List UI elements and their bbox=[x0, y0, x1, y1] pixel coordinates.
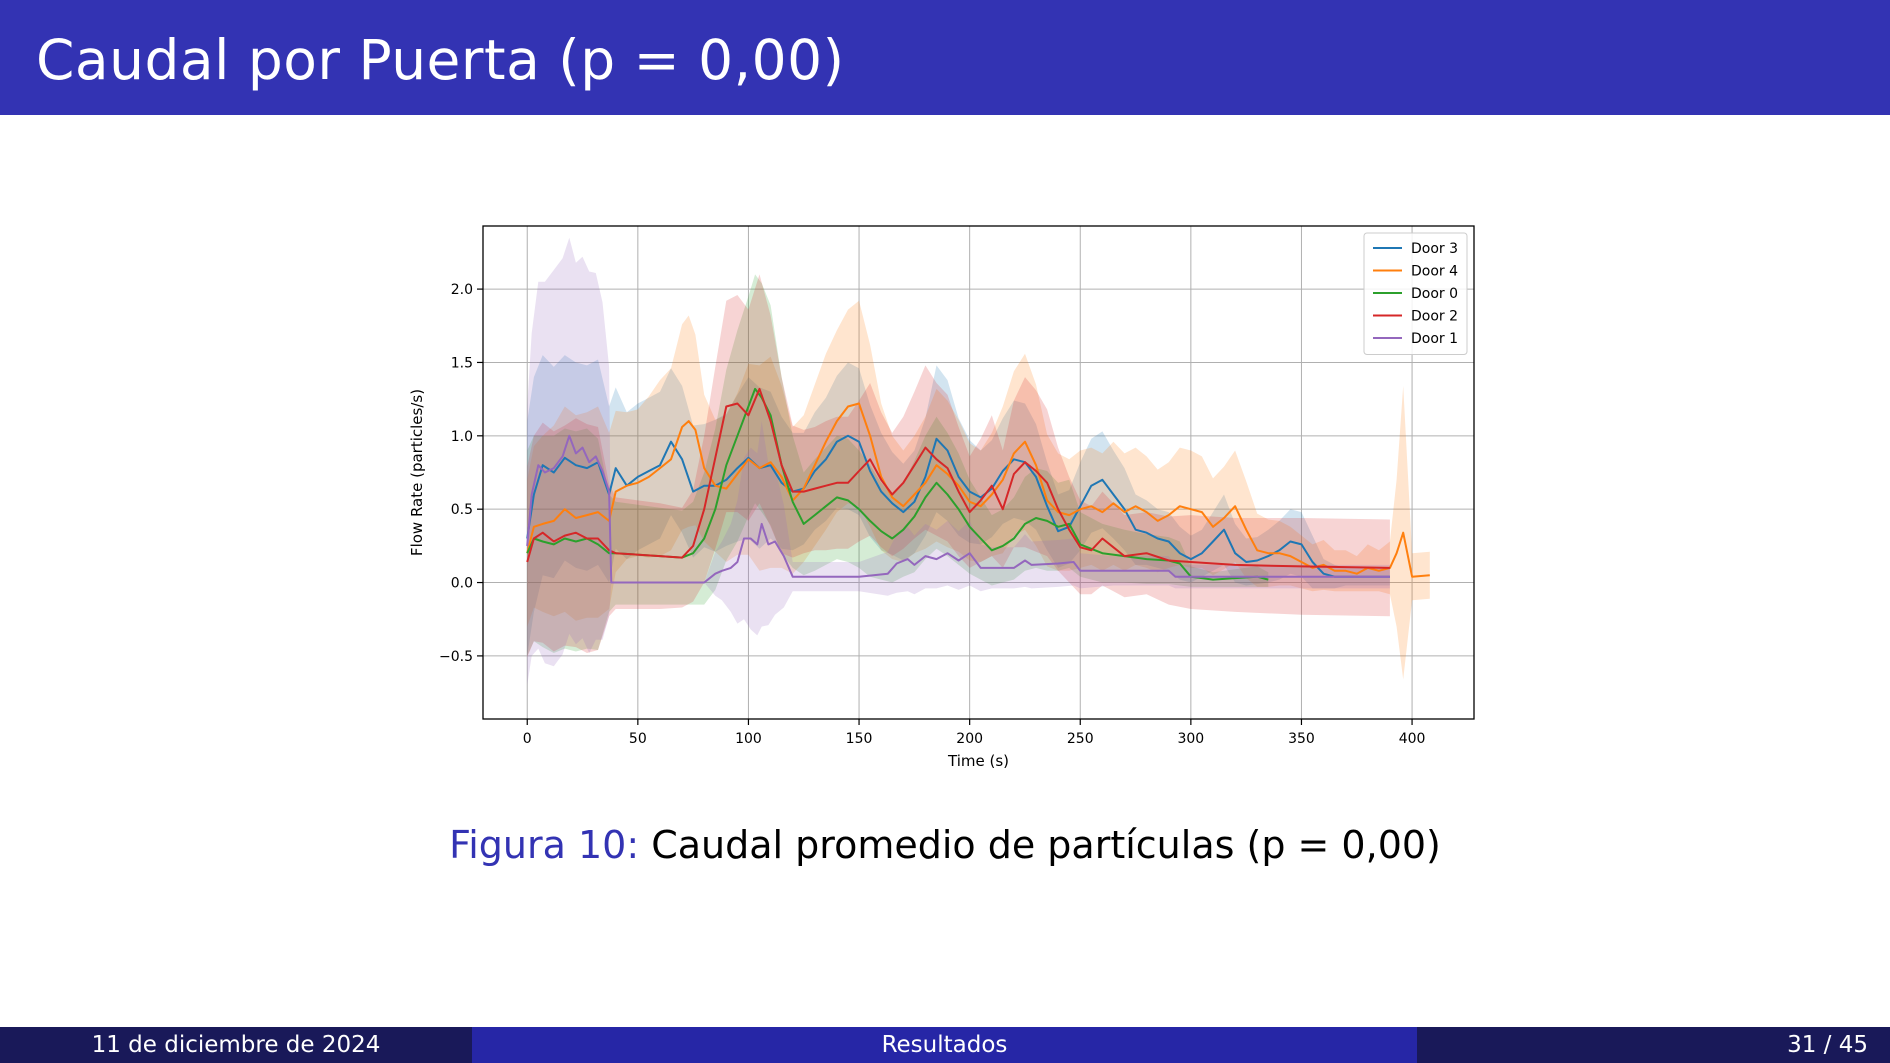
caption-text: Caudal promedio de partículas (p = 0,00) bbox=[651, 823, 1441, 867]
y-axis-label: Flow Rate (particles/s) bbox=[408, 389, 426, 556]
x-tick-label: 100 bbox=[735, 731, 762, 747]
plot-frame bbox=[482, 225, 1475, 720]
y-tick-label: 0.0 bbox=[451, 576, 473, 592]
y-tick-label: 0.5 bbox=[451, 502, 473, 518]
band-door-3 bbox=[527, 355, 1390, 656]
legend-label-door-4: Door 4 bbox=[1411, 264, 1458, 280]
legend-label-door-0: Door 0 bbox=[1411, 286, 1458, 302]
x-tick-label: 350 bbox=[1288, 731, 1315, 747]
x-tick-label: 50 bbox=[629, 731, 647, 747]
legend-label-door-3: Door 3 bbox=[1411, 241, 1458, 257]
band-door-1 bbox=[527, 237, 1390, 686]
band-door-0 bbox=[527, 274, 1269, 656]
slide-title: Caudal por Puerta (p = 0,00) bbox=[36, 28, 845, 92]
x-tick-label: 400 bbox=[1399, 731, 1426, 747]
x-tick-label: 300 bbox=[1177, 731, 1204, 747]
series-line-door-3 bbox=[526, 434, 1390, 578]
series-line-door-1 bbox=[526, 434, 1390, 584]
x-tick-label: 200 bbox=[956, 731, 983, 747]
x-tick-label: 150 bbox=[846, 731, 873, 747]
title-bar: Caudal por Puerta (p = 0,00) bbox=[0, 0, 1890, 115]
caption-label: Figura 10: bbox=[449, 823, 640, 867]
footer-date-text: 11 de diciembre de 2024 bbox=[91, 1032, 381, 1058]
figure-caption: Figura 10: Caudal promedio de partículas… bbox=[0, 823, 1890, 867]
legend-label-door-2: Door 2 bbox=[1411, 309, 1458, 325]
y-tick-label: 1.5 bbox=[451, 355, 473, 371]
footer-section-text: Resultados bbox=[881, 1032, 1008, 1058]
footer-page-text: 31 / 45 bbox=[1787, 1032, 1868, 1058]
chart-container: 0 50 100 150 200 250 300 350 400 −0.5 0.0 0.5 1.0 1.5… bbox=[400, 215, 1500, 775]
footer-page: 31 / 45 bbox=[1417, 1027, 1890, 1063]
x-axis-label: Time (s) bbox=[947, 752, 1009, 770]
legend-label-door-1: Door 1 bbox=[1411, 331, 1458, 347]
series-line-door-2 bbox=[526, 387, 1390, 569]
y-tick-label: −0.5 bbox=[439, 649, 473, 665]
y-tick-label: 1.0 bbox=[451, 429, 473, 445]
y-tick-label: 2.0 bbox=[451, 282, 473, 298]
footer-bar: 11 de diciembre de 2024 Resultados 31 / … bbox=[0, 1027, 1890, 1063]
flow-rate-chart: 0 50 100 150 200 250 300 350 400 −0.5 0.0 0.5 1.0 1.5… bbox=[408, 225, 1475, 770]
legend-box bbox=[1363, 232, 1468, 355]
x-tick-label: 250 bbox=[1067, 731, 1094, 747]
series-line-door-4 bbox=[526, 402, 1430, 578]
plot-area bbox=[526, 237, 1430, 686]
footer-date: 11 de diciembre de 2024 bbox=[0, 1027, 472, 1063]
x-tick-label: 0 bbox=[523, 731, 532, 747]
footer-section: Resultados bbox=[472, 1027, 1417, 1063]
